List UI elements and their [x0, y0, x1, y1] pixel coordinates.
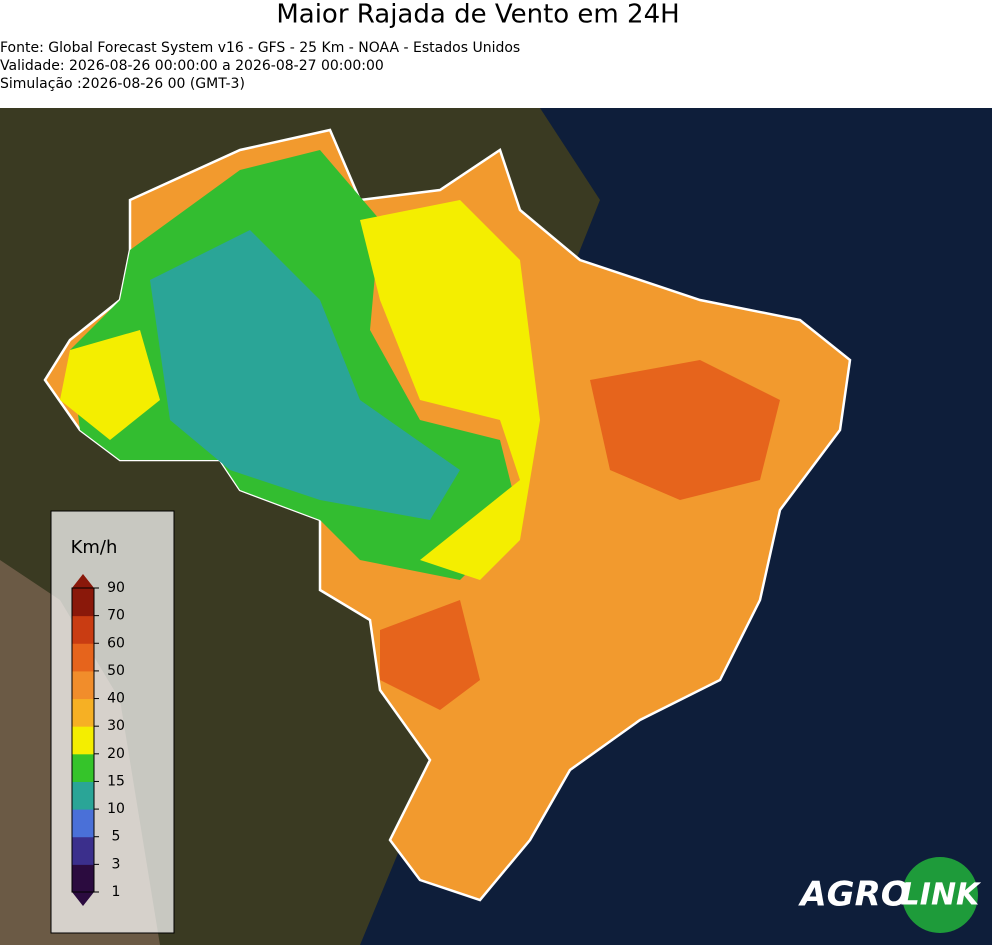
- colorbar-segment: [72, 781, 94, 810]
- colorbar-tick-label: 60: [107, 635, 125, 651]
- colorbar-tick-label: 5: [112, 829, 121, 845]
- colorbar-tick-label: 15: [107, 773, 125, 789]
- colorbar-segment: [72, 753, 94, 782]
- colorbar-tick-label: 70: [107, 608, 125, 624]
- colorbar-extend-bottom: [72, 892, 94, 906]
- yellow-zone: [360, 200, 540, 580]
- colorbar-segment: [72, 864, 94, 893]
- title: Maior Rajada de Vento em 24H: [276, 0, 679, 30]
- red-zone: [590, 360, 780, 500]
- colorbar-tick-label: 1: [112, 884, 121, 900]
- map: AGRO LINK: [0, 108, 992, 945]
- colorbar-tick-label: 40: [107, 691, 125, 707]
- legend-unit: Km/h: [71, 537, 118, 558]
- colorbar-segment: [72, 670, 94, 700]
- colorbar-segment: [72, 836, 94, 865]
- source-line: Validade: 2026-08-26 00:00:00 a 2026-08-…: [0, 58, 384, 74]
- colorbar-segment: [72, 726, 94, 755]
- red-zone: [380, 600, 480, 710]
- colorbar-segment: [72, 615, 94, 644]
- colorbar-tick-label: 10: [107, 801, 125, 817]
- logo-circle: [902, 857, 978, 933]
- colorbar-tick-label: 30: [107, 718, 125, 734]
- source-line: Fonte: Global Forecast System v16 - GFS …: [0, 40, 520, 56]
- colorbar-segment: [72, 643, 94, 672]
- colorbar-tick-label: 3: [112, 856, 121, 872]
- source-line: Simulação :2026-08-26 00 (GMT-3): [0, 76, 245, 92]
- colorbar-outline: [71, 587, 95, 893]
- colorbar-tick-label: 90: [107, 580, 125, 596]
- teal-zone: [150, 230, 460, 520]
- logo-right: LINK: [901, 878, 982, 913]
- colorbar-segment: [72, 809, 94, 838]
- colorbar-tick-label: 50: [107, 663, 125, 679]
- logo-left: AGRO: [797, 875, 909, 915]
- yellow-zone: [60, 330, 160, 440]
- colorbar-extend-top: [72, 574, 94, 588]
- colorbar-segment: [72, 588, 94, 617]
- colorbar-segment: [72, 698, 94, 727]
- legend: Km/h 1 3 5 10 15 20 30 40 50 60 70 90: [50, 510, 175, 934]
- colorbar-tick-label: 20: [107, 746, 125, 762]
